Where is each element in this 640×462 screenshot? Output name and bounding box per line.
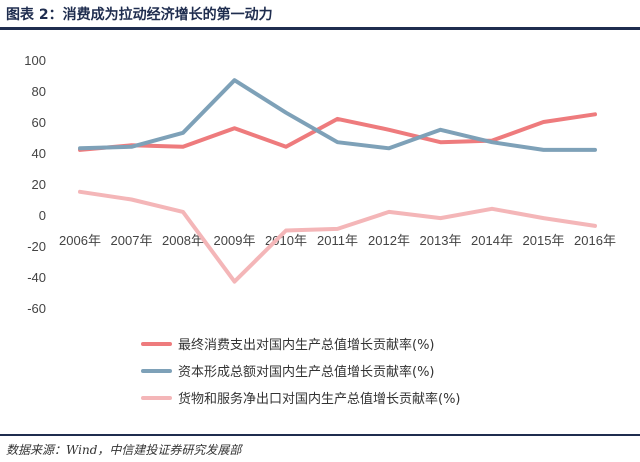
y-tick-label: 60 (32, 115, 46, 130)
series-line-1 (78, 112, 597, 152)
x-tick-label: 2013年 (420, 233, 462, 248)
x-tick-label: 2010年 (265, 233, 307, 248)
figure-title: 图表 2：消费成为拉动经济增长的第一动力 (6, 7, 273, 23)
x-tick-label: 2009年 (214, 233, 256, 248)
series-line-2 (78, 78, 597, 152)
x-axis-ticks: 2006年 2007年 2008年 2009年 2010年 2011年 2012年 2013年… (59, 233, 616, 248)
y-tick-label: 40 (32, 146, 46, 161)
y-tick-label: 20 (32, 177, 46, 192)
legend-label-1: 最终消费支出对国内生产总值增长贡献率(%) (178, 337, 435, 353)
x-tick-label: 2015年 (523, 233, 565, 248)
legend-label-2: 资本形成总额对国内生产总值增长贡献率(%) (178, 364, 435, 380)
x-tick-label: 2006年 (59, 233, 101, 248)
title-rule (0, 27, 640, 30)
y-axis-ticks: 100 80 60 40 20 0 -20 -40 -60 (24, 53, 46, 316)
x-tick-label: 2011年 (317, 233, 358, 248)
x-tick-label: 2012年 (368, 233, 410, 248)
legend-label-3: 货物和服务净出口对国内生产总值增长贡献率(%) (178, 391, 461, 407)
footer-rule (0, 434, 640, 436)
y-tick-label: 100 (24, 53, 46, 68)
x-tick-label: 2014年 (471, 233, 513, 248)
y-tick-label: 0 (39, 208, 46, 223)
y-tick-label: 80 (32, 84, 46, 99)
x-tick-label: 2007年 (111, 233, 153, 248)
legend: 最终消费支出对国内生产总值增长贡献率(%) 资本形成总额对国内生产总值增长贡献率(… (141, 337, 461, 407)
series-line-3 (78, 189, 597, 284)
y-tick-label: -40 (27, 270, 46, 285)
y-tick-label: -20 (27, 239, 46, 254)
y-tick-label: -60 (27, 301, 46, 316)
series-lines (78, 78, 597, 284)
source-note: 数据来源：Wind，中信建投证券研究发展部 (6, 443, 242, 457)
x-tick-label: 2008年 (162, 233, 204, 248)
x-tick-label: 2016年 (574, 233, 616, 248)
